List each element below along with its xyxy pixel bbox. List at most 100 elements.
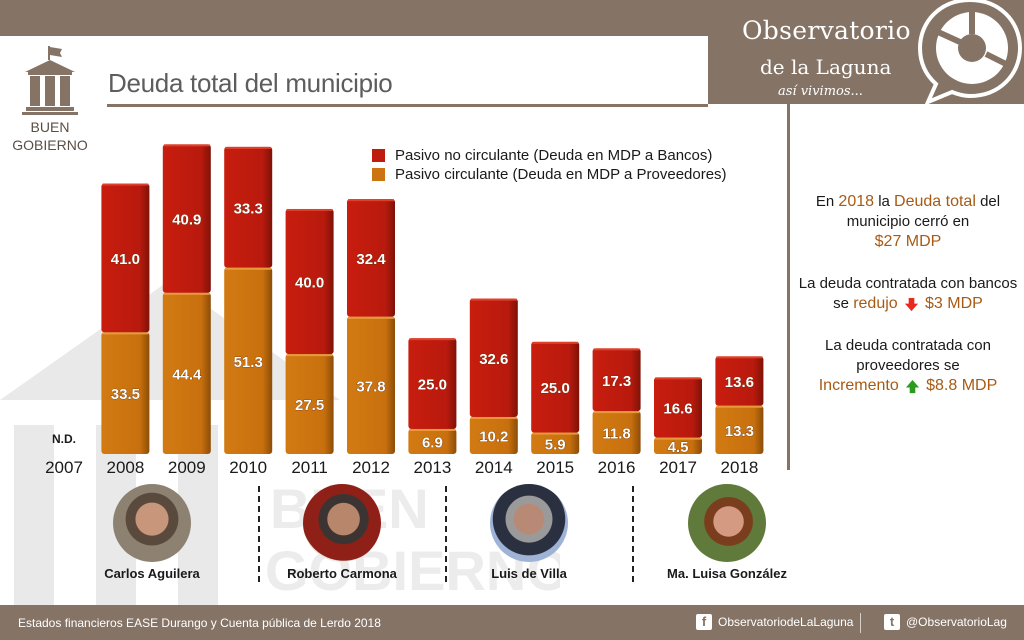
bar-highlight — [409, 338, 456, 341]
value-label-bancos: 13.6 — [725, 374, 754, 391]
fact1-line2: municipio cerró en — [846, 213, 970, 230]
up-arrow-icon — [905, 379, 920, 393]
facebook-icon: f — [696, 614, 712, 630]
section-label-line2: GOBIERNO — [12, 137, 88, 153]
term-divider-3 — [632, 486, 634, 582]
value-label-proveedores: 13.3 — [725, 423, 754, 440]
facebook-link[interactable]: f ObservatoriodeLaLaguna — [696, 614, 853, 630]
fact2-pre: se — [833, 295, 850, 312]
mayor-name: Carlos Aguilera — [104, 566, 200, 581]
brand-logo-icon — [917, 0, 1023, 106]
value-label-proveedores: 4.5 — [668, 439, 689, 456]
facebook-handle: ObservatoriodeLaLaguna — [718, 615, 854, 629]
fact-total-debt: En 2018 la Deuda total del municipio cer… — [792, 192, 1024, 252]
bar-segment-bancos — [408, 338, 457, 429]
x-tick-label: 2009 — [168, 458, 206, 477]
legend-swatch-proveedores — [372, 168, 385, 181]
vertical-divider — [787, 104, 790, 470]
twitter-link[interactable]: t @ObservatorioLag — [884, 614, 1007, 630]
legend-item-proveedores: Pasivo circulante (Deuda en MDP a Provee… — [372, 165, 727, 184]
bar-segment-bancos — [469, 298, 518, 417]
brand-name: Observatorio — [742, 16, 911, 45]
bar-segment-proveedores — [285, 354, 334, 454]
term-divider-2 — [445, 486, 447, 582]
bar-highlight — [225, 267, 272, 270]
fact2-verb: redujo — [853, 295, 898, 312]
bar-highlight — [655, 377, 701, 380]
fact-banks: La deuda contratada con bancos se redujo… — [792, 274, 1024, 314]
x-tick-label: 2015 — [536, 458, 574, 477]
value-label-proveedores: 5.9 — [545, 436, 566, 453]
value-label-bancos: 32.6 — [479, 351, 508, 368]
bar-segment-proveedores — [531, 432, 580, 454]
chart-legend: Pasivo no circulante (Deuda en MDP a Ban… — [372, 146, 727, 184]
bar-segment-proveedores — [715, 405, 764, 454]
bar-segment-bancos — [162, 144, 211, 293]
legend-item-bancos: Pasivo no circulante (Deuda en MDP a Ban… — [372, 146, 727, 165]
bar-segment-bancos — [101, 183, 150, 333]
bar-segment-bancos — [531, 341, 580, 433]
bar-segment-proveedores — [592, 411, 641, 454]
value-label-proveedores: 44.4 — [172, 366, 202, 383]
brand-tagline: así vivimos... — [778, 84, 863, 99]
title-underline — [107, 104, 708, 107]
fact1-text-mid: la — [878, 193, 890, 210]
bar-highlight — [716, 356, 763, 359]
bar-highlight — [102, 183, 149, 186]
value-label-proveedores: 6.9 — [422, 434, 443, 451]
legend-swatch-bancos — [372, 149, 385, 162]
brand-name-line2: de la Laguna — [760, 55, 892, 79]
bar-highlight — [655, 437, 701, 440]
twitter-handle: @ObservatorioLag — [906, 615, 1007, 629]
fact2-line1: La deuda contratada con bancos — [798, 275, 1018, 292]
term-divider-1 — [258, 486, 260, 582]
fact-suppliers: La deuda contratada con proveedores se I… — [792, 336, 1024, 396]
bar-highlight — [470, 416, 517, 419]
value-label-proveedores: 51.3 — [234, 354, 263, 371]
bar-highlight — [593, 411, 640, 414]
fact1-text: En — [815, 193, 835, 210]
value-label-proveedores: 11.8 — [602, 426, 630, 443]
avatar — [113, 484, 191, 562]
x-tick-label: 2011 — [291, 458, 328, 477]
x-tick-label: 2013 — [413, 458, 451, 477]
page-title: Deuda total del municipio — [108, 68, 393, 98]
bar-segment-bancos — [654, 377, 702, 438]
mayor-card: Ma. Luisa González — [662, 484, 792, 581]
footer-separator — [860, 613, 861, 633]
fact2-amount: $3 MDP — [925, 295, 983, 312]
down-arrow-icon — [904, 297, 918, 311]
bar-highlight — [532, 341, 579, 344]
x-tick-label: 2017 — [659, 458, 697, 477]
bar-segment-proveedores — [162, 292, 211, 454]
bar-highlight — [532, 432, 579, 435]
x-tick-label: 2007 — [45, 458, 83, 477]
bar-highlight — [470, 298, 517, 301]
value-label-bancos: 32.4 — [356, 251, 386, 268]
bar-segment-proveedores — [408, 428, 457, 454]
avatar — [490, 484, 568, 562]
bar-segment-proveedores — [654, 437, 702, 454]
value-label-proveedores: 27.5 — [295, 397, 324, 414]
bar-segment-proveedores — [101, 332, 150, 454]
bar-highlight — [102, 332, 149, 335]
bar-segment-proveedores — [469, 416, 518, 454]
x-tick-label: 2014 — [475, 458, 513, 477]
fact1-keyword: Deuda total — [894, 193, 976, 210]
value-label-bancos: 33.3 — [234, 200, 263, 217]
footer: Estados financieros EASE Durango y Cuent… — [0, 605, 1024, 640]
bar-segment-bancos — [285, 208, 334, 355]
bar-highlight — [163, 292, 210, 295]
fact3-verb: Incremento — [818, 377, 899, 394]
bar-highlight — [348, 316, 394, 319]
x-tick-label: 2016 — [598, 458, 636, 477]
mayor-name: Ma. Luisa González — [667, 566, 787, 581]
stacked-bar-chart: 2007 N.D. 2008 33.5 41.0 2009 44.4 40.9 2010 51.3… — [45, 144, 764, 477]
value-label-bancos: 16.6 — [663, 401, 692, 418]
bar-highlight — [593, 348, 640, 351]
mayor-card: Luis de Villa — [474, 484, 584, 581]
bar-highlight — [409, 428, 456, 431]
bar-segment-proveedores — [224, 267, 273, 454]
facts-panel: En 2018 la Deuda total del municipio cer… — [792, 192, 1024, 414]
value-label-bancos: 40.0 — [295, 275, 324, 292]
